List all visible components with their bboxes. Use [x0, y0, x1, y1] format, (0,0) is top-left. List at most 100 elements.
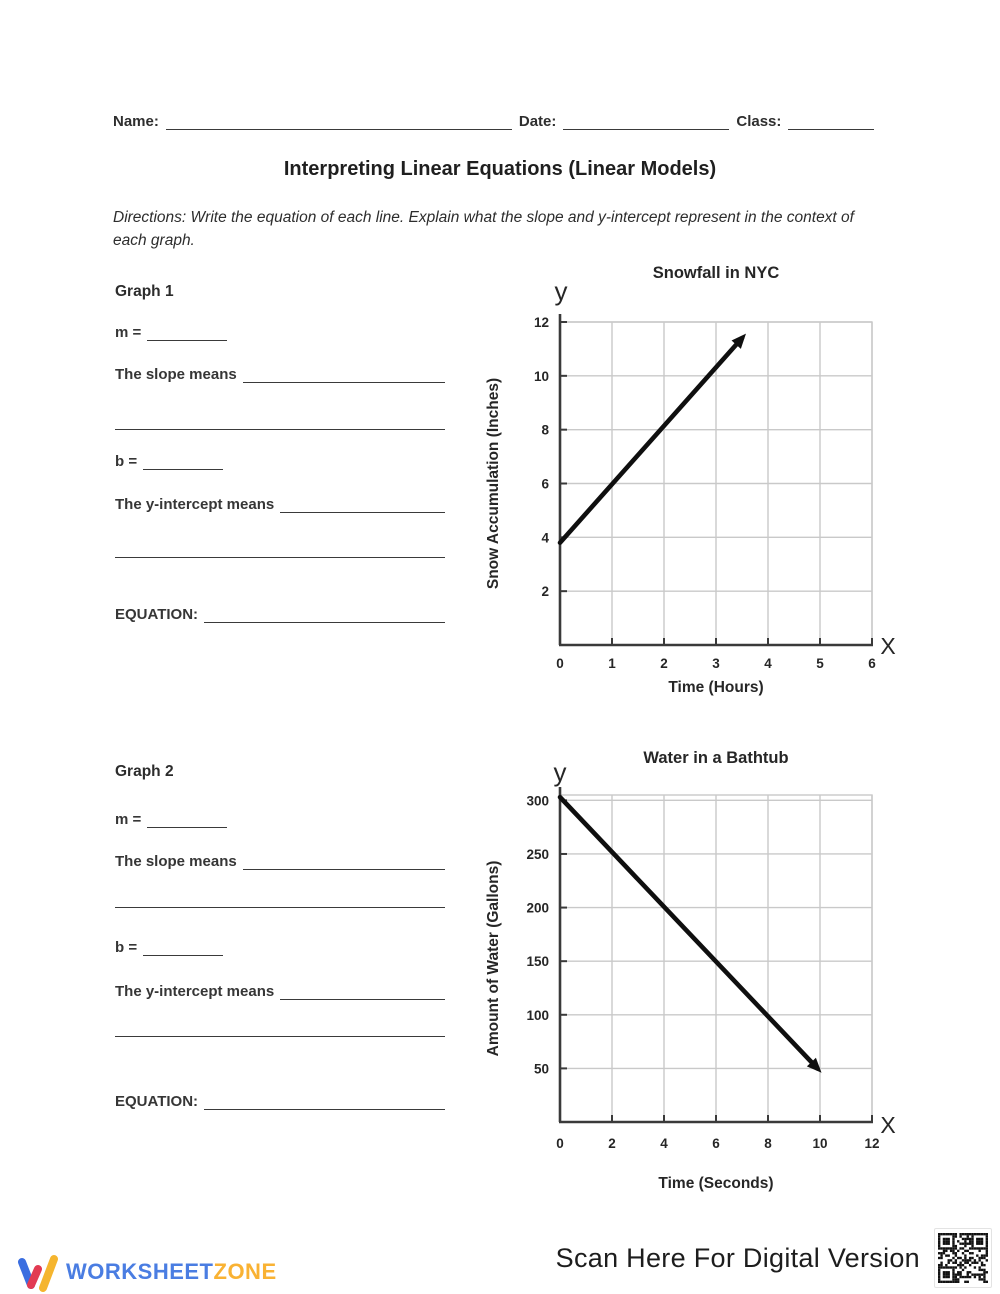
arrowhead — [731, 333, 746, 349]
svg-text:6: 6 — [541, 477, 549, 492]
svg-text:100: 100 — [526, 1008, 549, 1023]
graph2-slope-continuation-line — [115, 907, 445, 908]
graph1-m-label: m = — [115, 324, 142, 341]
svg-text:150: 150 — [526, 954, 549, 969]
graph1-yintercept-blank — [280, 495, 445, 513]
date-blank-line — [563, 112, 730, 130]
graph1-question-column: Graph 1 m = The slope means b = The y-in… — [115, 283, 445, 643]
directions-line-2: each graph. — [113, 232, 195, 249]
svg-text:50: 50 — [534, 1061, 549, 1076]
graph1-m-row: m = — [115, 323, 445, 341]
chart-series-snow-accumulation-line — [557, 333, 746, 546]
logo-text-zone: ZONE — [213, 1259, 277, 1284]
svg-text:10: 10 — [534, 369, 549, 384]
graph2-b-label: b = — [115, 939, 138, 956]
svg-text:Water in a Bathtub: Water in a Bathtub — [643, 749, 788, 767]
graph1-b-label: b = — [115, 453, 138, 470]
name-blank-line — [165, 112, 512, 130]
graph2-yintercept-blank — [280, 982, 445, 1000]
chart-labels: Snowfall in NYC y X Time (Hours) Snow Accumu… — [485, 264, 896, 696]
graph2-b-row: b = — [115, 938, 445, 956]
svg-text:6: 6 — [868, 656, 876, 671]
svg-text:4: 4 — [764, 656, 772, 671]
graph1-yintercept-label: The y-intercept means — [115, 496, 275, 513]
graph1-slope-label: The slope means — [115, 366, 237, 383]
svg-text:1: 1 — [608, 656, 616, 671]
svg-text:8: 8 — [541, 423, 549, 438]
graph2-heading: Graph 2 — [115, 763, 174, 780]
svg-text:X: X — [880, 1112, 895, 1138]
graph2-m-label: m = — [115, 811, 142, 828]
graph1-slope-row: The slope means — [115, 365, 445, 383]
graph1-equation-row: EQUATION: — [115, 605, 445, 623]
graph2-yintercept-label: The y-intercept means — [115, 983, 275, 1000]
graph2-b-blank — [143, 938, 224, 956]
svg-text:200: 200 — [526, 901, 549, 916]
graph1-equation-blank — [204, 605, 445, 623]
chart-water-in-a-bathtub: Water in a Bathtub y X Time (Seconds) Amount… — [455, 733, 925, 1203]
svg-text:Snow Accumulation (Inches): Snow Accumulation (Inches) — [485, 378, 502, 589]
svg-text:Snowfall in NYC: Snowfall in NYC — [653, 264, 780, 282]
qr-code-icon — [934, 1228, 992, 1288]
svg-text:2: 2 — [541, 584, 549, 599]
svg-text:3: 3 — [712, 656, 720, 671]
graph2-m-row: m = — [115, 810, 445, 828]
graph2-m-blank — [147, 810, 228, 828]
worksheetzone-logo: WORKSHEET ZONE — [16, 1252, 277, 1292]
svg-text:5: 5 — [816, 656, 824, 671]
chart-snowfall-in-nyc: Snowfall in NYC y X Time (Hours) Snow Accumu… — [455, 252, 925, 717]
graph2-slope-label: The slope means — [115, 853, 237, 870]
svg-text:12: 12 — [534, 315, 549, 330]
scan-footer: Scan Here For Digital Version — [556, 1228, 992, 1288]
graph2-equation-blank — [204, 1092, 445, 1110]
svg-text:6: 6 — [712, 1136, 720, 1151]
svg-text:y: y — [555, 276, 568, 306]
graph2-question-column: Graph 2 m = The slope means b = The y-in… — [115, 763, 445, 1123]
graph2-yintercept-row: The y-intercept means — [115, 982, 445, 1000]
graph1-slope-continuation-line — [115, 429, 445, 430]
graph1-b-blank — [143, 452, 224, 470]
page-title: Interpreting Linear Equations (Linear Mo… — [283, 158, 717, 180]
svg-text:X: X — [880, 633, 895, 659]
graph1-yintercept-continuation-line — [115, 557, 445, 558]
graph2-equation-row: EQUATION: — [115, 1092, 445, 1110]
svg-text:Time (Seconds): Time (Seconds) — [658, 1175, 773, 1192]
snowfall-chart-svg: Snowfall in NYC y X Time (Hours) Snow Accumu… — [485, 264, 896, 696]
student-id-row: Name: Date: Class: — [113, 112, 887, 130]
directions-text: Directions: Write the equation of each l… — [113, 206, 893, 252]
logo-text-worksheet: WORKSHEET — [66, 1259, 214, 1284]
qr-code-svg — [938, 1233, 988, 1283]
class-blank-line — [788, 112, 875, 130]
graph2-slope-row: The slope means — [115, 852, 445, 870]
svg-text:10: 10 — [812, 1136, 827, 1151]
scan-here-text: Scan Here For Digital Version — [555, 1242, 920, 1273]
directions-line-1: Directions: Write the equation of each l… — [113, 209, 854, 226]
chart-axes — [558, 314, 873, 647]
worksheetzone-logo-icon — [18, 1255, 58, 1292]
graph1-heading: Graph 1 — [115, 283, 174, 300]
chart-series-water-amount-line — [557, 794, 822, 1073]
svg-text:Amount of Water (Gallons): Amount of Water (Gallons) — [485, 861, 502, 1057]
graph2-slope-blank — [242, 852, 445, 870]
svg-text:4: 4 — [541, 530, 549, 545]
svg-text:12: 12 — [864, 1136, 879, 1151]
graph1-yintercept-row: The y-intercept means — [115, 495, 445, 513]
svg-text:2: 2 — [608, 1136, 616, 1151]
svg-text:8: 8 — [764, 1136, 772, 1151]
svg-text:4: 4 — [660, 1136, 668, 1151]
date-label: Date: — [518, 113, 557, 130]
svg-text:0: 0 — [556, 656, 564, 671]
graph2-yintercept-continuation-line — [115, 1036, 445, 1037]
bathtub-chart-svg: Water in a Bathtub y X Time (Seconds) Amount… — [485, 749, 896, 1192]
chart-labels: Water in a Bathtub y X Time (Seconds) Amount… — [485, 749, 896, 1192]
svg-text:y: y — [554, 757, 567, 787]
graph1-b-row: b = — [115, 452, 445, 470]
svg-text:300: 300 — [526, 793, 549, 808]
graph1-equation-label: EQUATION: — [115, 606, 199, 623]
graph1-m-blank — [147, 323, 228, 341]
name-label: Name: — [113, 113, 159, 130]
svg-text:0: 0 — [556, 1136, 564, 1151]
chart-axes — [558, 787, 873, 1124]
svg-text:Time (Hours): Time (Hours) — [668, 679, 763, 696]
